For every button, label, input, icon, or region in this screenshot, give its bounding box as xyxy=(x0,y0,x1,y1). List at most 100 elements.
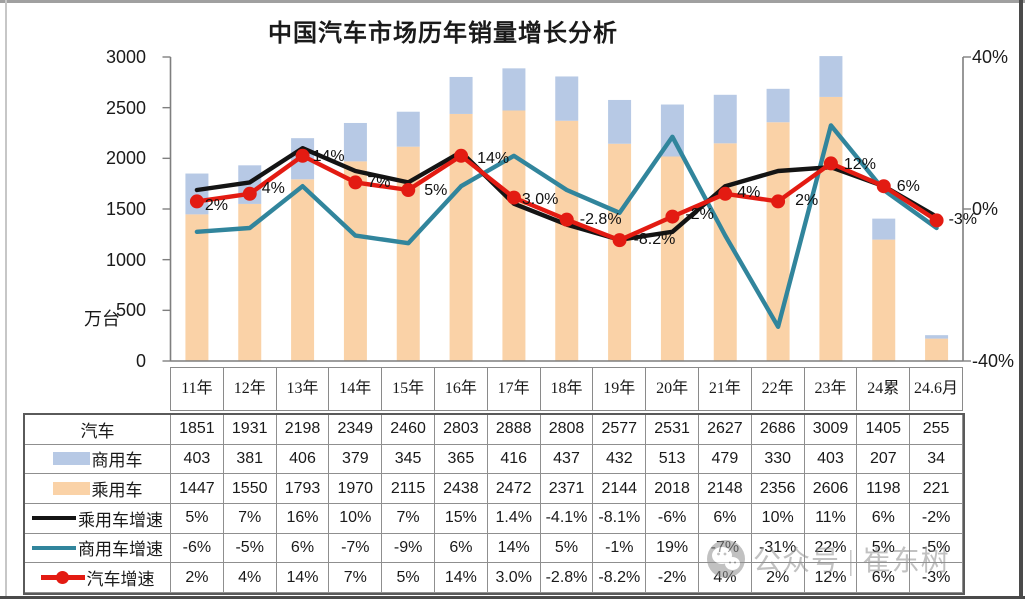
growth-point-label: 4% xyxy=(737,183,761,201)
table-cell: 381 xyxy=(223,444,277,475)
table-cell: 12% xyxy=(804,563,858,593)
passenger-bar-segment xyxy=(449,113,473,361)
table-cell: 2144 xyxy=(593,474,647,504)
table-cell: 513 xyxy=(646,444,699,475)
table-cell: 1550 xyxy=(223,474,277,504)
series-name: 汽车 xyxy=(80,421,115,441)
growth-point-label: 7% xyxy=(367,174,391,192)
table-cell: 5% xyxy=(540,533,594,564)
auto-growth-marker xyxy=(295,148,310,163)
x-axis-category: 16年 xyxy=(433,367,488,411)
table-cell: -8.2% xyxy=(593,563,647,593)
table-cell: 4% xyxy=(223,563,277,593)
table-cell: 5% xyxy=(382,563,435,593)
table-cell: 432 xyxy=(593,444,647,475)
table-cell: -2.8% xyxy=(540,563,594,593)
table-cell: 2356 xyxy=(751,474,805,504)
table-cell: -8.1% xyxy=(593,503,647,534)
passenger-bar-segment xyxy=(502,110,526,361)
table-cell: 15% xyxy=(434,503,488,534)
growth-point-label: 4% xyxy=(261,179,285,197)
legend-swatch-bar-blue xyxy=(52,452,90,466)
growth-point-label: -8.2% xyxy=(633,231,676,249)
table-cell: 14% xyxy=(434,563,488,593)
table-cell: 345 xyxy=(382,444,435,475)
table-cell: 11% xyxy=(804,503,858,534)
auto-growth-marker xyxy=(929,213,944,228)
x-axis-category: 22年 xyxy=(750,367,805,411)
left-axis-tick-label: 2500 xyxy=(105,97,146,118)
auto-growth-marker xyxy=(401,183,416,197)
table-cell: 2% xyxy=(751,563,805,593)
table-cell: 5% xyxy=(857,533,911,564)
chart-title: 中国汽车市场历年销量增长分析 xyxy=(268,21,618,47)
line-commercial-growth xyxy=(194,123,939,329)
table-cell: 2803 xyxy=(434,415,488,445)
left-axis-tick-label: 3000 xyxy=(105,47,146,67)
passenger-bar-segment xyxy=(555,120,579,361)
x-axis-category: 12年 xyxy=(222,367,277,411)
table-cell: 2577 xyxy=(593,415,647,445)
table-cell: 207 xyxy=(857,444,911,475)
table-cell: 379 xyxy=(329,444,383,475)
auto-growth-marker xyxy=(506,190,521,205)
commercial-bar-segment xyxy=(449,76,473,114)
frame-border-left xyxy=(5,0,7,599)
table-cell: -7% xyxy=(329,533,383,564)
y-axis-unit-label: 万台 xyxy=(84,309,120,329)
table-cell: 1198 xyxy=(857,474,911,504)
growth-point-label: 3.0% xyxy=(521,190,559,208)
auto-growth-marker xyxy=(612,233,627,248)
table-cell: 2531 xyxy=(646,415,699,445)
table-cell: 1970 xyxy=(329,474,383,504)
table-cell: 2627 xyxy=(698,415,752,445)
table-cell: 479 xyxy=(698,444,752,475)
left-axis-tick-label: 0 xyxy=(135,351,146,371)
table-cell: 10% xyxy=(751,503,805,534)
table-cell: 6% xyxy=(434,533,488,564)
commercial-bar-segment xyxy=(925,335,949,339)
table-cell: 2371 xyxy=(540,474,594,504)
table-cell: 5% xyxy=(171,503,224,534)
table-row-label: 商用车增速 xyxy=(25,533,171,564)
auto-growth-marker xyxy=(876,179,891,194)
passenger-bar-segment xyxy=(291,179,315,361)
table-cell: 255 xyxy=(910,415,963,445)
table-cell: -3% xyxy=(910,563,963,593)
table-row-label: 乘用车 xyxy=(25,474,171,504)
table-cell: 19% xyxy=(646,533,699,564)
growth-point-label: 2% xyxy=(795,192,819,210)
table-cell: 2018 xyxy=(646,474,699,504)
x-axis-category: 15年 xyxy=(381,367,435,411)
auto-growth-marker xyxy=(823,156,838,171)
commercial-bar-segment xyxy=(713,94,737,144)
auto-growth-marker xyxy=(665,209,680,224)
passenger-bar-segment xyxy=(608,143,632,361)
table-cell: 406 xyxy=(276,444,330,475)
table-cell: 1.4% xyxy=(487,503,541,534)
x-axis-category: 11年 xyxy=(170,367,224,411)
table-cell: 2198 xyxy=(276,415,330,445)
x-axis-category-row: 11年 12年 13年 14年 15年 16年 17年 18年 19年 20年 21年 22年 23年 2… xyxy=(170,367,963,411)
commercial-bar-segment xyxy=(872,218,896,240)
commercial-bar-segment xyxy=(502,68,526,111)
left-axis-tick-label: 2000 xyxy=(105,148,146,169)
x-axis-category: 18年 xyxy=(539,367,594,411)
data-table: 汽车 1851 1931 2198 2349 2460 2803 2888 2808 2577 25… xyxy=(23,413,965,595)
x-axis-category: 20年 xyxy=(645,367,699,411)
series-name: 商用车增速 xyxy=(78,540,163,560)
table-cell: 4% xyxy=(698,563,752,593)
passenger-bar-segment xyxy=(660,156,684,361)
growth-point-label: 12% xyxy=(843,156,876,174)
table-cell: 2349 xyxy=(329,415,383,445)
growth-point-label: -3% xyxy=(948,211,978,229)
auto-growth-marker xyxy=(242,186,257,201)
x-axis-category: 24.6月 xyxy=(909,367,963,411)
commercial-bar-segment xyxy=(819,56,843,97)
x-axis-category: 13年 xyxy=(275,367,330,411)
commercial-bar-segment xyxy=(555,76,579,121)
passenger-bar-segment xyxy=(396,146,420,361)
growth-point-label: 6% xyxy=(896,178,920,196)
table-cell: 6% xyxy=(698,503,752,534)
